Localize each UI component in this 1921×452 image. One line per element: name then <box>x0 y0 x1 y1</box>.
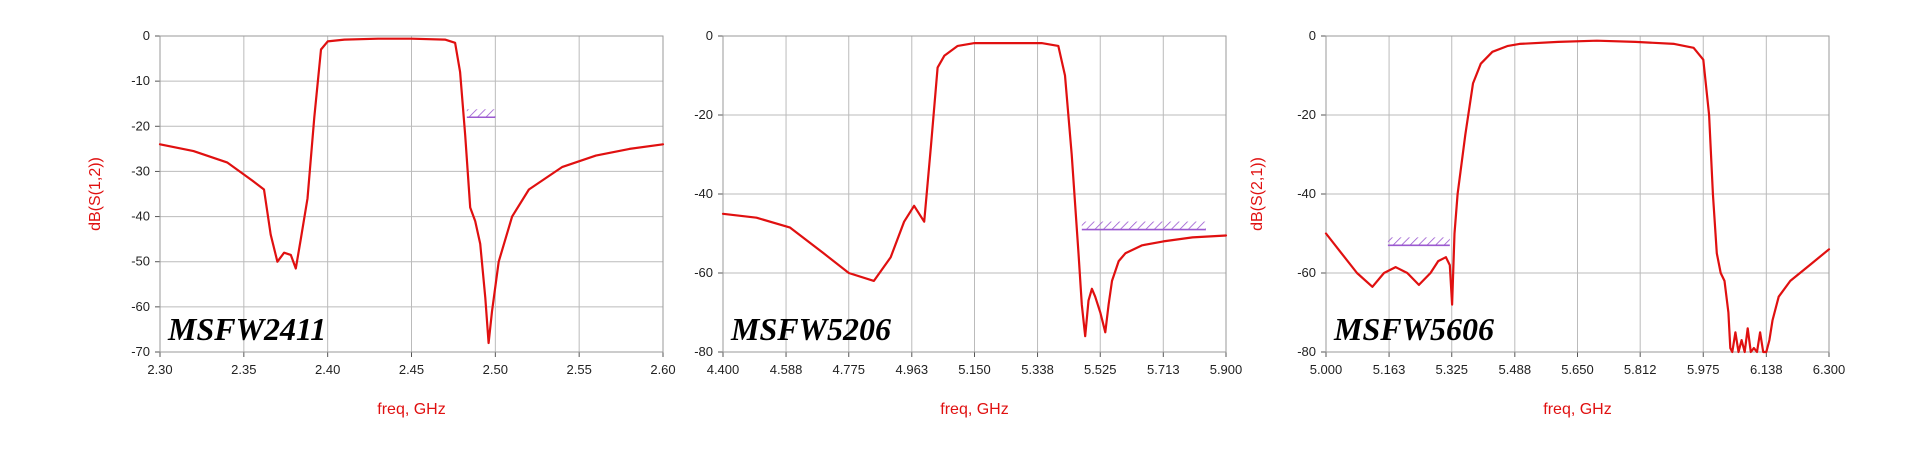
y-axis-label: dB(S(2,1)) <box>1249 157 1266 231</box>
x-tick-label: 5.900 <box>1210 362 1243 377</box>
x-tick-label: 4.775 <box>832 362 865 377</box>
x-tick-label: 5.325 <box>1435 362 1468 377</box>
x-tick-label: 5.812 <box>1624 362 1657 377</box>
x-tick-label: 5.525 <box>1084 362 1117 377</box>
y-tick-label: -40 <box>131 209 150 224</box>
y-tick-label: -20 <box>1297 107 1316 122</box>
x-axis-label: freq, GHz <box>1543 401 1611 418</box>
x-tick-label: 6.300 <box>1813 362 1846 377</box>
plot-frame <box>722 35 1227 353</box>
y-tick-label: -40 <box>694 186 713 201</box>
y-tick-label: -60 <box>131 299 150 314</box>
x-tick-label: 6.138 <box>1750 362 1783 377</box>
y-tick-label: -60 <box>694 265 713 280</box>
chart-1: 2.30 2.35 2.40 2.45 2.50 2.55 2.60 0 -10 -20 -30 -4… <box>87 28 676 418</box>
y-tick-label: 0 <box>143 28 150 43</box>
chart-3: 5.000 5.163 5.325 5.488 5.650 5.812 5.975 6.138… <box>1249 28 1845 418</box>
x-tick-label: 2.50 <box>483 362 508 377</box>
y-tick-label: 0 <box>1309 28 1316 43</box>
x-tick-label: 5.000 <box>1310 362 1343 377</box>
x-tick-label: 2.35 <box>231 362 256 377</box>
x-tick-label: 2.60 <box>650 362 675 377</box>
y-tick-label: -70 <box>131 344 150 359</box>
x-tick-label: 5.488 <box>1499 362 1532 377</box>
y-tick-label: -80 <box>694 344 713 359</box>
y-tick-label: -80 <box>1297 344 1316 359</box>
y-tick-label: -50 <box>131 254 150 269</box>
y-tick-label: 0 <box>706 28 713 43</box>
x-tick-label: 2.30 <box>147 362 172 377</box>
series-line <box>721 41 1228 338</box>
spec-mask-hatch <box>1387 237 1450 246</box>
y-tick-label: -60 <box>1297 265 1316 280</box>
x-tick-label: 5.150 <box>958 362 991 377</box>
x-tick-label: 5.975 <box>1687 362 1720 377</box>
x-tick-label: 4.400 <box>707 362 740 377</box>
spec-mask-hatch <box>1081 221 1206 230</box>
y-tick-label: -40 <box>1297 186 1316 201</box>
model-label: MSFW2411 <box>167 311 326 347</box>
plot-frame <box>1325 35 1830 353</box>
series-line <box>1324 39 1831 354</box>
chart-2: 4.400 4.588 4.775 4.963 5.150 5.338 5.525 5.713… <box>694 28 1242 418</box>
y-tick-label: -20 <box>131 118 150 133</box>
x-tick-label: 4.588 <box>770 362 803 377</box>
x-axis-label: freq, GHz <box>940 401 1008 418</box>
model-label: MSFW5606 <box>1333 311 1494 347</box>
y-tick-label: -30 <box>131 163 150 178</box>
x-tick-label: 5.650 <box>1561 362 1594 377</box>
x-tick-label: 5.338 <box>1021 362 1054 377</box>
x-tick-label: 5.163 <box>1373 362 1406 377</box>
x-tick-label: 4.963 <box>896 362 929 377</box>
x-tick-label: 2.55 <box>567 362 592 377</box>
spec-mask-hatch <box>466 109 496 118</box>
x-axis-label: freq, GHz <box>377 401 445 418</box>
x-tick-label: 5.713 <box>1147 362 1180 377</box>
x-tick-label: 2.45 <box>399 362 424 377</box>
y-tick-label: -10 <box>131 73 150 88</box>
y-axis-label: dB(S(1,2)) <box>87 157 104 231</box>
model-label: MSFW5206 <box>730 311 891 347</box>
x-tick-label: 2.40 <box>315 362 340 377</box>
y-tick-label: -20 <box>694 107 713 122</box>
plot-frame <box>159 35 664 353</box>
series-line <box>158 37 665 345</box>
